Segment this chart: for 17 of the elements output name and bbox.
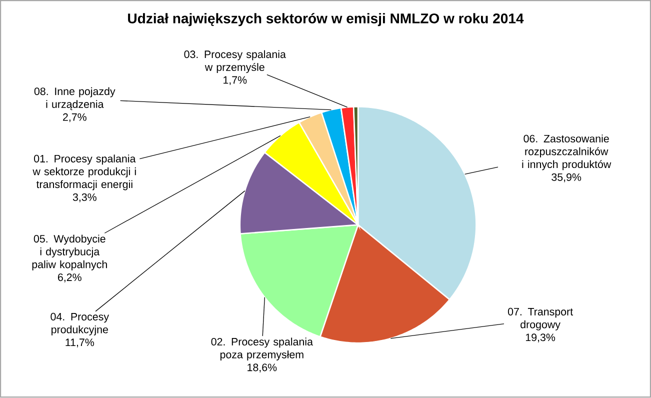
slice-label: 06. Zastosowanie rozpuszczalników i innych produktów: [522, 134, 612, 170]
chart-title: Udział największych sektorów w emisji NMLZO w roku 2014: [128, 13, 524, 26]
data-label: 3,3%: [72, 194, 96, 202]
data-label: 19,3%: [526, 334, 556, 343]
data-label: 1,7%: [224, 76, 247, 86]
slice-label: 04. Procesy produkcyjne: [50, 313, 110, 336]
slice-label: 05. Wydobycie i dystrybucja paliw kopalnych: [32, 234, 107, 271]
slice-label: 08. Inne pojazdy i urządzenia: [34, 87, 116, 110]
data-label: 2,7%: [63, 113, 86, 122]
data-label: 11,7%: [66, 338, 94, 348]
data-label: 18,6%: [248, 364, 277, 373]
slice-label: 07. Transport drogowy: [508, 308, 573, 331]
data-label: 35,9%: [552, 174, 582, 182]
slice-label: 02. Procesy spalania poza przemysłem: [211, 338, 313, 361]
slice-label: 03. Procesy spalania w przemyśle: [184, 50, 286, 74]
slice-label: 01. Procesy spalania w sektorze produkcji i transformacji energii: [32, 154, 136, 190]
data-label: 6,2%: [58, 274, 82, 283]
